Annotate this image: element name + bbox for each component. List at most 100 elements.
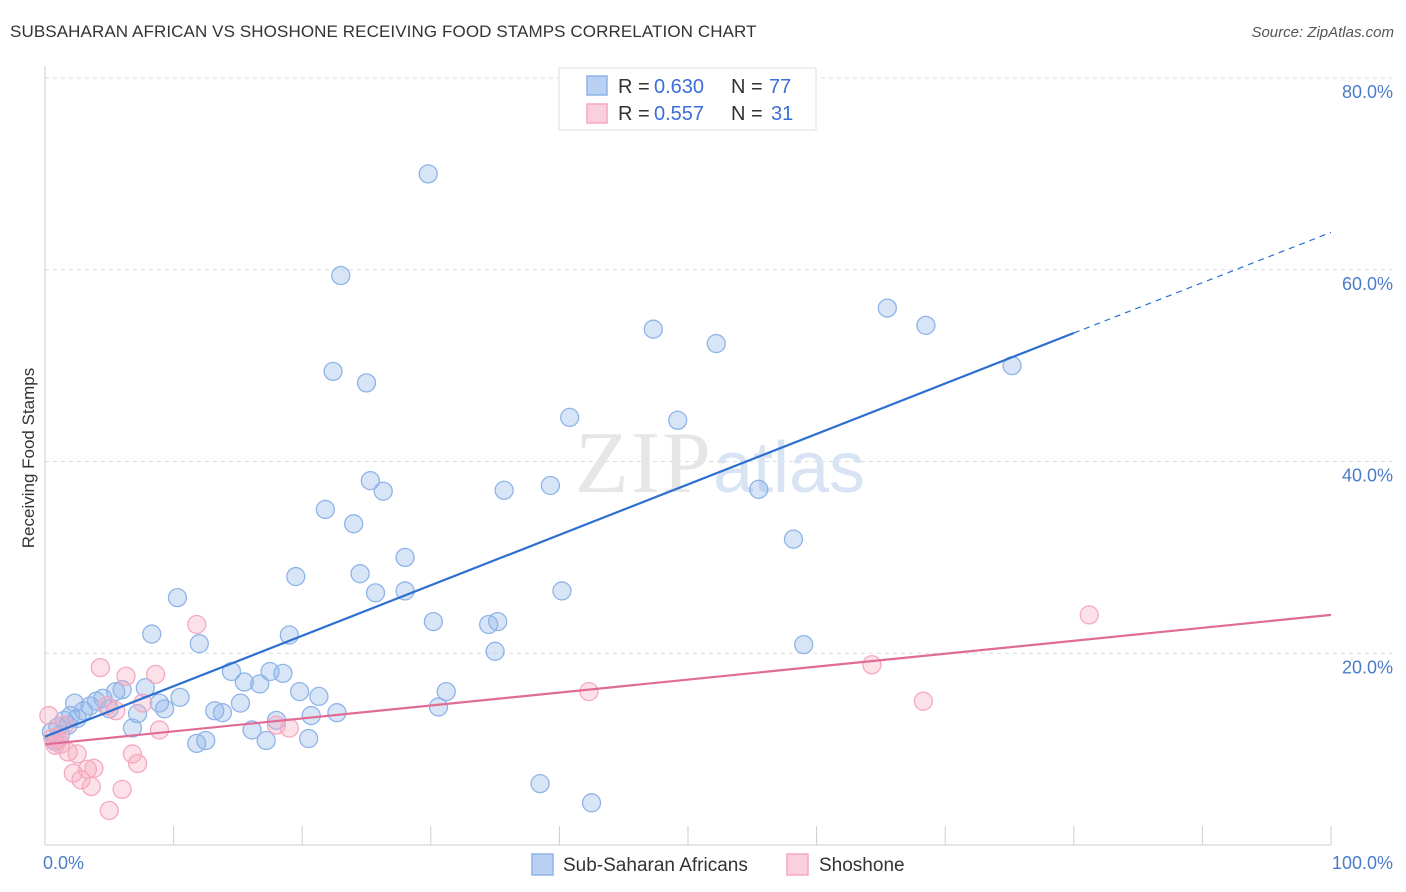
data-point (327, 703, 347, 723)
legend-r-label: R = (618, 103, 650, 125)
trend-line (44, 332, 1075, 738)
bottom-legend-swatch-pink (786, 853, 809, 876)
legend-swatch-blue (586, 75, 608, 96)
data-point (250, 674, 270, 694)
y-tick-label: 60.0% (1342, 274, 1393, 294)
data-point (279, 718, 299, 738)
data-point (877, 298, 897, 318)
data-point (154, 699, 175, 719)
data-point (71, 770, 91, 790)
data-point (395, 547, 415, 568)
chart-title: SUBSAHARAN AFRICAN VS SHOSHONE RECEIVING… (10, 22, 757, 41)
data-point (356, 373, 377, 393)
data-point (196, 730, 216, 751)
y-tick-label: 80.0% (1342, 82, 1393, 102)
data-point (560, 407, 580, 428)
series-sub-saharan-points (41, 164, 1022, 813)
data-point (39, 705, 59, 726)
data-point (116, 666, 136, 686)
data-point (142, 624, 162, 644)
data-point (360, 471, 381, 491)
data-point (331, 265, 351, 286)
data-point (309, 686, 329, 707)
legend-n-value: 31 (771, 103, 793, 125)
data-point (230, 693, 251, 713)
top-legend: R = 0.630 N = 77 R = 0.557 N = 31 (558, 67, 817, 131)
data-point (428, 697, 449, 717)
x-tick-label: 0.0% (43, 853, 84, 873)
data-point (149, 720, 170, 740)
data-point (286, 566, 306, 587)
data-point (581, 793, 602, 813)
data-point (749, 479, 769, 499)
data-point (122, 744, 143, 764)
data-point (916, 315, 936, 336)
data-point (167, 587, 188, 608)
data-point (350, 564, 370, 584)
data-point (579, 681, 599, 702)
data-point (668, 410, 688, 430)
data-point (234, 672, 254, 692)
legend-r-value: 0.630 (654, 76, 704, 98)
data-point (67, 744, 87, 764)
x-tick-label: 100.0% (1332, 853, 1393, 873)
data-point (794, 634, 814, 655)
y-axis-title: Receiving Food Stamps (19, 368, 38, 548)
data-point (373, 481, 393, 501)
data-point (418, 164, 438, 184)
data-point (170, 687, 190, 708)
data-point (315, 499, 335, 520)
bottom-legend-label: Shoshone (819, 855, 905, 876)
trend-line-extension (1073, 231, 1332, 334)
y-tick-label: 20.0% (1342, 657, 1393, 677)
data-point (127, 753, 148, 774)
data-point (149, 693, 170, 713)
data-point (643, 319, 663, 339)
data-point (122, 718, 143, 738)
data-point (423, 611, 444, 632)
data-point (189, 634, 209, 654)
legend-n-value: 77 (769, 76, 791, 98)
data-point (187, 614, 207, 635)
data-point (112, 779, 132, 800)
data-point (242, 720, 262, 740)
legend-n-label: N = (731, 76, 763, 98)
legend-r-value: 0.557 (654, 103, 704, 125)
tick-labels: 20.0% 40.0% 60.0% 80.0% 0.0% 100.0% (43, 82, 1393, 873)
data-point (488, 611, 508, 632)
data-point (133, 693, 153, 713)
data-point (90, 657, 110, 678)
data-point (205, 701, 225, 721)
data-point (530, 773, 550, 794)
data-point (273, 663, 293, 684)
series-shoshone-points (39, 605, 1099, 821)
data-point (862, 655, 882, 675)
legend-swatch-pink (586, 103, 608, 124)
data-point (365, 583, 386, 603)
data-point (298, 728, 319, 749)
data-point (212, 703, 233, 723)
data-point (913, 691, 933, 711)
data-point (494, 480, 514, 500)
data-point (145, 664, 166, 684)
source-note: Source: ZipAtlas.com (1251, 24, 1394, 41)
data-point (84, 758, 104, 778)
y-tick-label: 40.0% (1342, 466, 1393, 486)
data-point (99, 800, 119, 821)
legend-r-label: R = (618, 76, 650, 98)
bottom-legend-label: Sub-Saharan Africans (563, 855, 748, 876)
data-point (256, 730, 276, 751)
data-point (540, 475, 561, 496)
watermark: ZIPatlas (575, 415, 865, 512)
data-point (63, 763, 83, 783)
data-point (323, 361, 343, 382)
trend-lines (44, 231, 1332, 746)
data-point (436, 681, 456, 702)
data-point (81, 776, 101, 797)
bottom-legend-swatch-blue (531, 853, 554, 876)
legend-n-label: N = (731, 103, 763, 125)
data-point (127, 704, 148, 724)
trend-line (44, 613, 1332, 746)
data-point (552, 581, 572, 601)
